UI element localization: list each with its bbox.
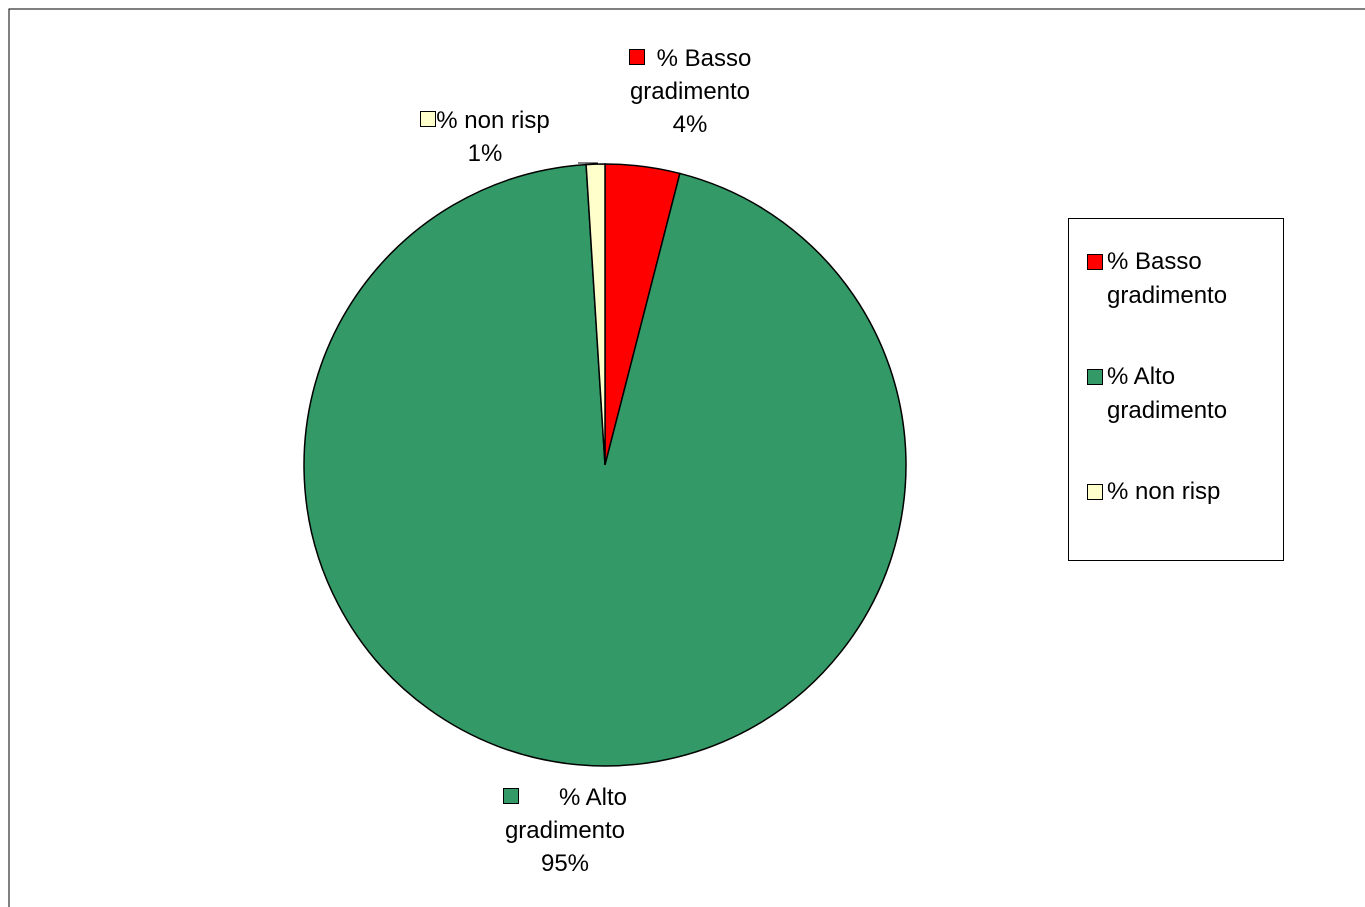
data-label: % non risp 1%	[390, 104, 580, 170]
data-label-key	[420, 111, 437, 127]
legend-key	[1087, 254, 1103, 270]
legend-key	[1087, 484, 1103, 500]
data-label-name-line: % non risp	[390, 104, 580, 137]
legend-item: % non risp	[1087, 475, 1283, 509]
data-label-value: 1%	[467, 140, 503, 167]
chart-frame	[8, 8, 1365, 907]
data-label: % Alto gradimento 95%	[465, 781, 665, 880]
data-label: % Basso gradimento 4%	[600, 42, 780, 141]
data-label-key	[502, 788, 519, 804]
legend-label: % Alto gradimento	[1107, 363, 1228, 424]
data-label-key	[628, 49, 645, 65]
legend-item: % Alto gradimento	[1087, 360, 1283, 428]
data-label-name-line: % Alto gradimento	[465, 781, 665, 847]
pie-slice	[585, 163, 606, 466]
data-label-value: 4%	[672, 111, 708, 138]
legend-item: % Basso gradimento	[1087, 245, 1283, 313]
data-label-name: % Basso gradimento	[629, 45, 752, 105]
data-label-name: % non risp	[436, 107, 550, 134]
legend: % Basso gradimento % Alto gradimento % non…	[1068, 218, 1284, 561]
data-label-value: 95%	[540, 850, 590, 877]
legend-label: % non risp	[1107, 478, 1221, 505]
pie-slice	[303, 163, 907, 767]
data-label-name-line: % Basso gradimento	[600, 42, 780, 108]
legend-key	[1087, 369, 1103, 385]
legend-label: % Basso gradimento	[1107, 248, 1228, 309]
data-label-name: % Alto gradimento	[504, 784, 628, 844]
